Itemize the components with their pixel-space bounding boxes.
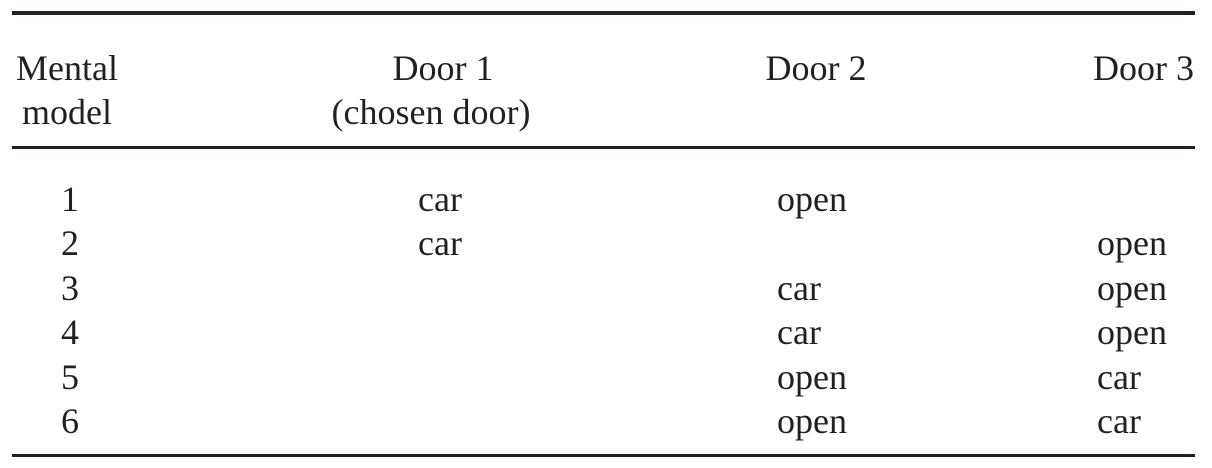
row-door-2: open (777, 401, 847, 441)
header-door-1-sub: (chosen door) (331, 92, 531, 132)
row-model-number: 6 (61, 401, 79, 441)
row-model-number: 4 (61, 312, 79, 352)
row-door-3: car (1097, 401, 1141, 441)
row-door-2: car (777, 312, 821, 352)
row-model-number: 3 (61, 268, 79, 308)
row-door-1: car (418, 223, 462, 263)
top-rule (12, 11, 1195, 15)
header-door-2: Door 2 (765, 48, 867, 88)
row-door-2: open (777, 179, 847, 219)
header-door-3: Door 3 (1093, 48, 1194, 88)
row-door-2: car (777, 268, 821, 308)
row-door-3: open (1097, 312, 1167, 352)
row-door-3: open (1097, 268, 1167, 308)
row-door-1: car (418, 179, 462, 219)
row-door-3: car (1097, 357, 1141, 397)
header-mental: Mental (16, 48, 118, 88)
header-door-1: Door 1 (chosen door) (283, 46, 603, 134)
header-mental-model: Mental model (16, 46, 118, 134)
bottom-rule (12, 454, 1195, 457)
header-door-1-label: Door 1 (392, 48, 494, 88)
row-model-number: 5 (61, 357, 79, 397)
row-door-3: open (1097, 223, 1167, 263)
row-model-number: 2 (61, 223, 79, 263)
header-model: model (22, 92, 112, 132)
header-rule (12, 146, 1195, 149)
row-model-number: 1 (61, 179, 79, 219)
row-door-2: open (777, 357, 847, 397)
